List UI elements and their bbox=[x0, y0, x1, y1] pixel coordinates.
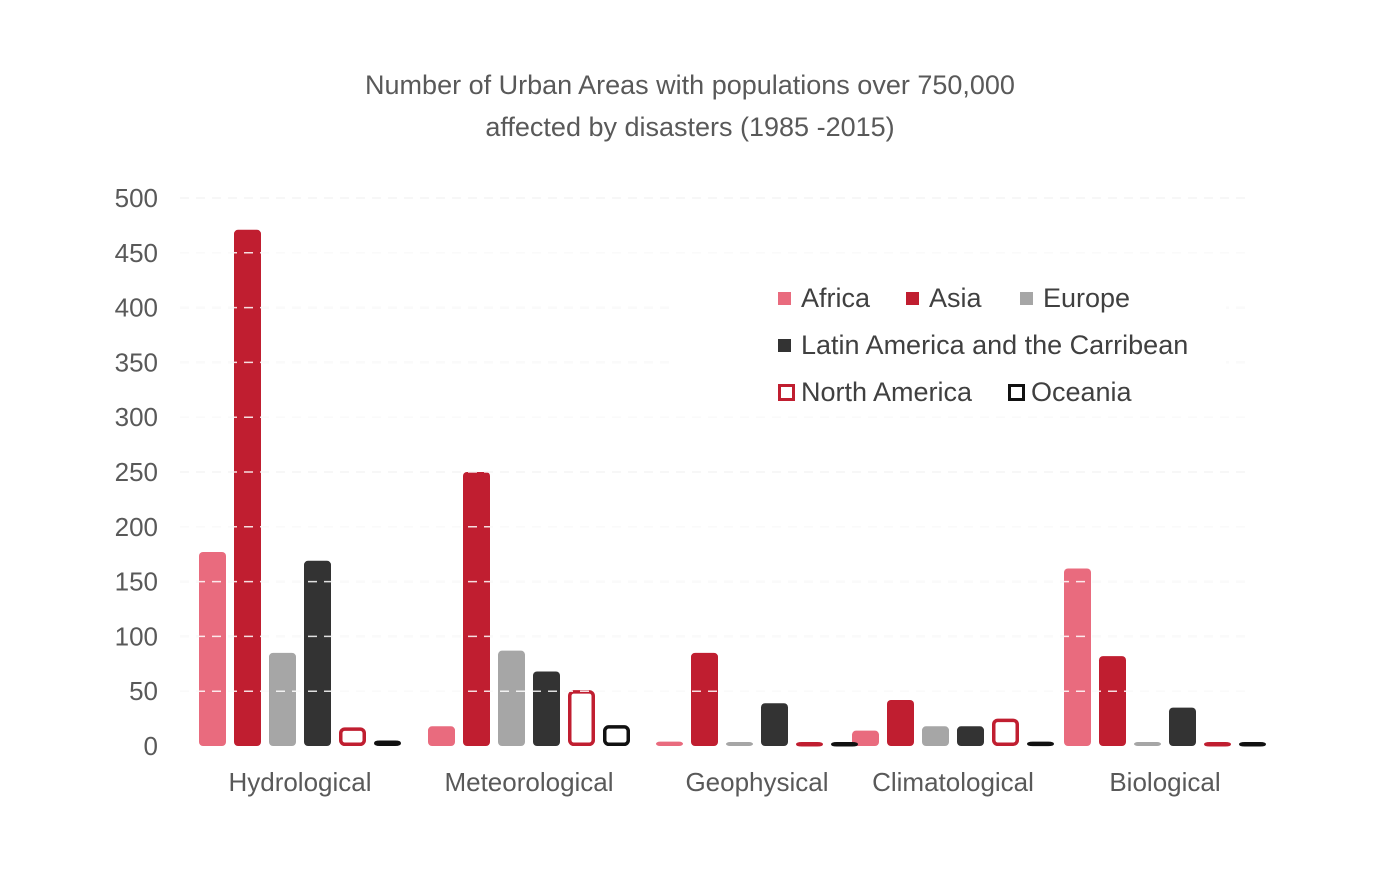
y-tick-label: 150 bbox=[115, 567, 158, 597]
bar-oceania-biological bbox=[1239, 742, 1266, 747]
bar-oceania-hydrological bbox=[374, 740, 401, 747]
legend-label-europe: Europe bbox=[1043, 283, 1130, 313]
bar-europe-climatological bbox=[922, 726, 949, 746]
bar-asia-climatological bbox=[887, 699, 914, 746]
y-tick-label: 100 bbox=[115, 621, 158, 651]
legend-label-latin-america-and-the-carribean: Latin America and the Carribean bbox=[801, 330, 1188, 360]
bar-africa-meteorological bbox=[428, 726, 455, 746]
bar-latin-america-and-the-carribean-climatological bbox=[957, 726, 984, 746]
chart-title-line-2: affected by disasters (1985 -2015) bbox=[485, 112, 895, 142]
bar-north-america-meteorological bbox=[568, 690, 595, 747]
y-tick-label: 300 bbox=[115, 402, 158, 432]
bar-asia-biological bbox=[1099, 656, 1126, 746]
x-tick-label: Biological bbox=[1109, 767, 1220, 797]
y-tick-label: 250 bbox=[115, 457, 158, 487]
legend-label-africa: Africa bbox=[801, 283, 871, 313]
bar-oceania-climatological bbox=[1027, 741, 1054, 747]
legend-swatch-asia bbox=[906, 292, 919, 305]
bar-north-america-hydrological bbox=[339, 727, 366, 746]
bar-north-america-climatological bbox=[992, 718, 1019, 746]
legend-swatch-north-america bbox=[778, 384, 795, 401]
y-tick-label: 200 bbox=[115, 512, 158, 542]
bar-latin-america-and-the-carribean-hydrological bbox=[304, 560, 331, 746]
bar-europe-hydrological bbox=[269, 652, 296, 746]
y-tick-label: 450 bbox=[115, 238, 158, 268]
legend-swatch-europe bbox=[1020, 292, 1033, 305]
y-tick-label: 0 bbox=[144, 731, 158, 761]
chart-title-line-1: Number of Urban Areas with populations o… bbox=[365, 70, 1015, 100]
bar-latin-america-and-the-carribean-biological bbox=[1169, 707, 1196, 746]
bar-africa-biological bbox=[1064, 568, 1091, 746]
x-tick-label: Hydrological bbox=[228, 767, 371, 797]
bar-north-america-geophysical bbox=[796, 742, 823, 747]
bar-asia-geophysical bbox=[691, 652, 718, 746]
bar-asia-meteorological bbox=[463, 472, 490, 746]
bar-europe-meteorological bbox=[498, 650, 525, 746]
bar-latin-america-and-the-carribean-meteorological bbox=[533, 671, 560, 746]
legend-label-asia: Asia bbox=[929, 283, 983, 313]
x-tick-label: Climatological bbox=[872, 767, 1034, 797]
legend-label-oceania: Oceania bbox=[1031, 377, 1133, 407]
bar-africa-hydrological bbox=[199, 552, 226, 746]
y-tick-label: 350 bbox=[115, 347, 158, 377]
legend-background bbox=[676, 262, 1226, 412]
bar-oceania-geophysical bbox=[831, 742, 858, 747]
x-tick-label: Meteorological bbox=[444, 767, 613, 797]
legend-label-north-america: North America bbox=[801, 377, 973, 407]
bar-oceania-meteorological bbox=[603, 725, 630, 747]
bar-latin-america-and-the-carribean-geophysical bbox=[761, 703, 788, 746]
legend-swatch-africa bbox=[778, 292, 791, 305]
bar-asia-hydrological bbox=[234, 229, 261, 746]
bar-north-america-biological bbox=[1204, 742, 1231, 747]
legend-swatch-latin-america-and-the-carribean bbox=[778, 339, 791, 352]
bar-africa-geophysical bbox=[656, 741, 683, 746]
legend-swatch-oceania bbox=[1008, 384, 1025, 401]
x-tick-label: Geophysical bbox=[685, 767, 828, 797]
bar-europe-geophysical bbox=[726, 742, 753, 746]
bar-europe-biological bbox=[1134, 742, 1161, 746]
y-tick-label: 500 bbox=[115, 183, 158, 213]
y-tick-label: 400 bbox=[115, 293, 158, 323]
bar-africa-climatological bbox=[852, 730, 879, 746]
y-tick-label: 50 bbox=[129, 676, 158, 706]
